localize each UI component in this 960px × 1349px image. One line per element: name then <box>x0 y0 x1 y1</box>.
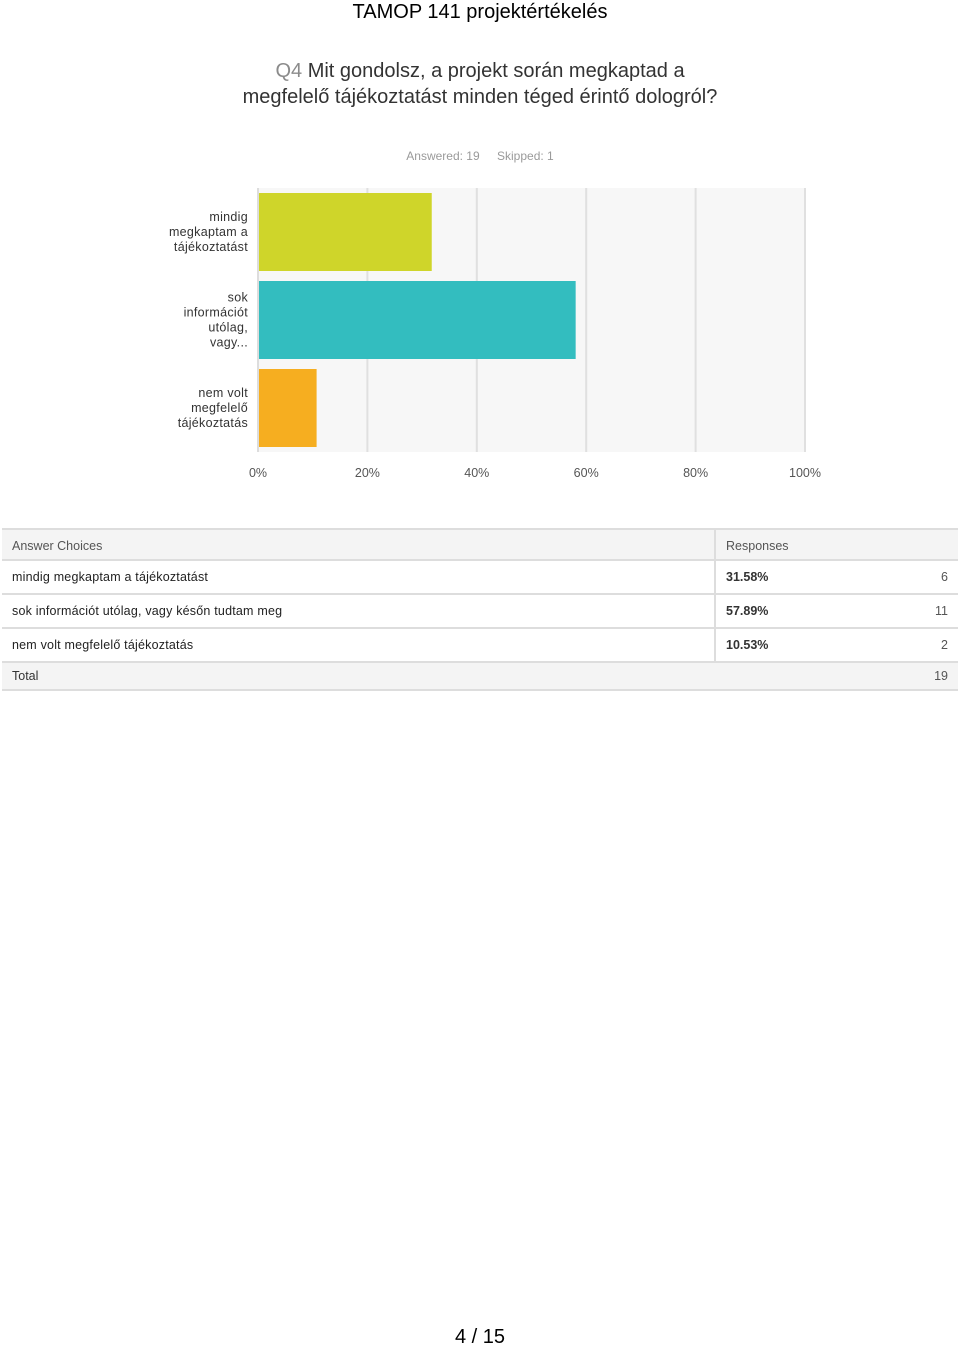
skipped-count: Skipped: 1 <box>497 149 554 163</box>
document-title: TAMOP 141 projektértékelés <box>352 1 608 23</box>
x-tick-label: 0% <box>249 466 267 480</box>
row-choice: mindig megkaptam a tájékoztatást <box>12 570 209 584</box>
bar <box>259 281 576 359</box>
category-label: vagy... <box>210 336 248 350</box>
total-label: Total <box>2 662 716 690</box>
bar <box>259 369 317 447</box>
category-label: tájékoztatás <box>178 416 248 430</box>
results-table: Answer Choices Responses mindig megkapta… <box>2 528 958 691</box>
response-summary: Answered: 19 Skipped: 1 <box>0 149 960 163</box>
question-heading: Q4 Mit gondolsz, a projekt során megkapt… <box>230 58 730 110</box>
header-answer-choices: Answer Choices <box>2 529 716 560</box>
row-choice: sok információt utólag, vagy későn tudta… <box>12 604 283 618</box>
row-count: 6 <box>941 570 948 584</box>
x-tick-label: 80% <box>683 466 708 480</box>
page-number: 4 / 15 <box>454 1326 506 1348</box>
table-header-row: Answer Choices Responses <box>2 529 958 560</box>
row-choice: nem volt megfelelő tájékoztatás <box>12 638 194 652</box>
table-row: mindig megkaptam a tájékoztatást 31.58% … <box>2 560 958 594</box>
category-label: tájékoztatást <box>174 240 248 254</box>
table-total-row: Total 19 <box>2 662 958 690</box>
category-label: sok <box>228 291 249 305</box>
category-label: információt <box>184 306 249 320</box>
row-percent: 31.58% <box>714 560 926 594</box>
category-label: megkaptam a <box>169 225 248 239</box>
row-percent: 10.53% <box>714 628 926 662</box>
header-responses: Responses <box>714 529 958 560</box>
row-count: 2 <box>941 638 948 652</box>
question-text: Mit gondolsz, a projekt során megkaptad … <box>242 60 718 108</box>
category-label: mindig <box>209 210 248 224</box>
table-row: sok információt utólag, vagy későn tudta… <box>2 594 958 628</box>
x-tick-label: 100% <box>789 466 821 480</box>
bar <box>259 193 432 271</box>
category-label: nem volt <box>198 386 248 400</box>
total-value: 19 <box>715 662 958 690</box>
row-count: 11 <box>935 604 948 618</box>
x-tick-label: 60% <box>574 466 599 480</box>
table-row: nem volt megfelelő tájékoztatás 10.53% 2 <box>2 628 958 662</box>
x-tick-label: 40% <box>464 466 489 480</box>
answered-count: Answered: 19 <box>406 149 480 163</box>
row-percent: 57.89% <box>714 594 926 628</box>
category-label: utólag, <box>208 321 248 335</box>
category-label: megfelelő <box>191 401 248 415</box>
question-number: Q4 <box>275 60 303 82</box>
x-tick-label: 20% <box>355 466 380 480</box>
